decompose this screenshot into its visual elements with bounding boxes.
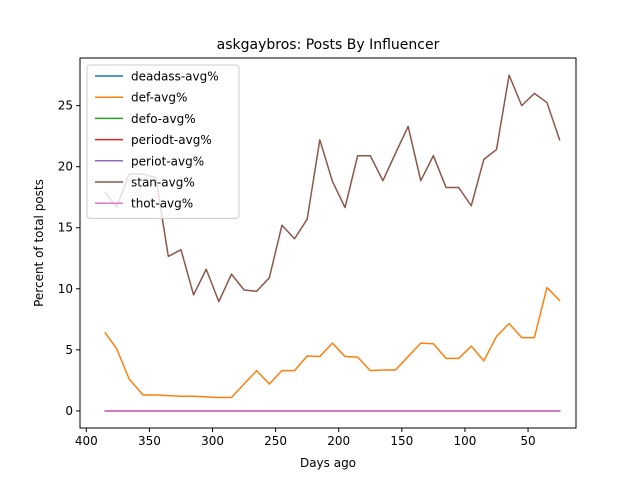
y-tick-label: 5 bbox=[65, 343, 73, 357]
chart-title: askgaybros: Posts By Influencer bbox=[217, 37, 440, 53]
legend-label: periot-avg% bbox=[131, 154, 204, 168]
legend: deadass-avg% def-avg% defo-avg% periodt-avg… bbox=[86, 64, 240, 219]
legend-label: thot-avg% bbox=[131, 197, 193, 211]
legend-label: defo-avg% bbox=[131, 112, 196, 126]
y-tick-label: 15 bbox=[58, 221, 73, 235]
y-tick-label: 10 bbox=[58, 282, 73, 296]
y-tick-label: 25 bbox=[58, 99, 73, 113]
legend-label: stan-avg% bbox=[131, 176, 195, 190]
x-tick-label: 250 bbox=[264, 434, 287, 448]
series-layer bbox=[104, 74, 561, 412]
x-tick-label: 400 bbox=[75, 434, 98, 448]
legend-box bbox=[86, 64, 240, 219]
x-tick-label: 150 bbox=[390, 434, 413, 448]
plot-frame bbox=[79, 57, 577, 429]
x-tick-label: 200 bbox=[327, 434, 350, 448]
legend-label: deadass-avg% bbox=[131, 70, 219, 84]
legend-label: def-avg% bbox=[131, 91, 187, 105]
x-tick-label: 350 bbox=[138, 434, 161, 448]
legend-label: periodt-avg% bbox=[131, 133, 212, 147]
ticks-layer: 400 350 300 250 200 150 100 50 0 5 10 15 20 25 bbox=[58, 99, 536, 448]
x-tick-label: 50 bbox=[520, 434, 535, 448]
y-axis-label: Percent of total posts bbox=[32, 179, 46, 307]
x-tick-label: 100 bbox=[453, 434, 476, 448]
y-tick-label: 0 bbox=[65, 404, 73, 418]
series-line-def-avg bbox=[104, 286, 561, 399]
x-axis-label: Days ago bbox=[300, 456, 356, 470]
x-tick-label: 300 bbox=[201, 434, 224, 448]
y-tick-label: 20 bbox=[58, 160, 73, 174]
series-line-stan-avg bbox=[104, 74, 561, 303]
